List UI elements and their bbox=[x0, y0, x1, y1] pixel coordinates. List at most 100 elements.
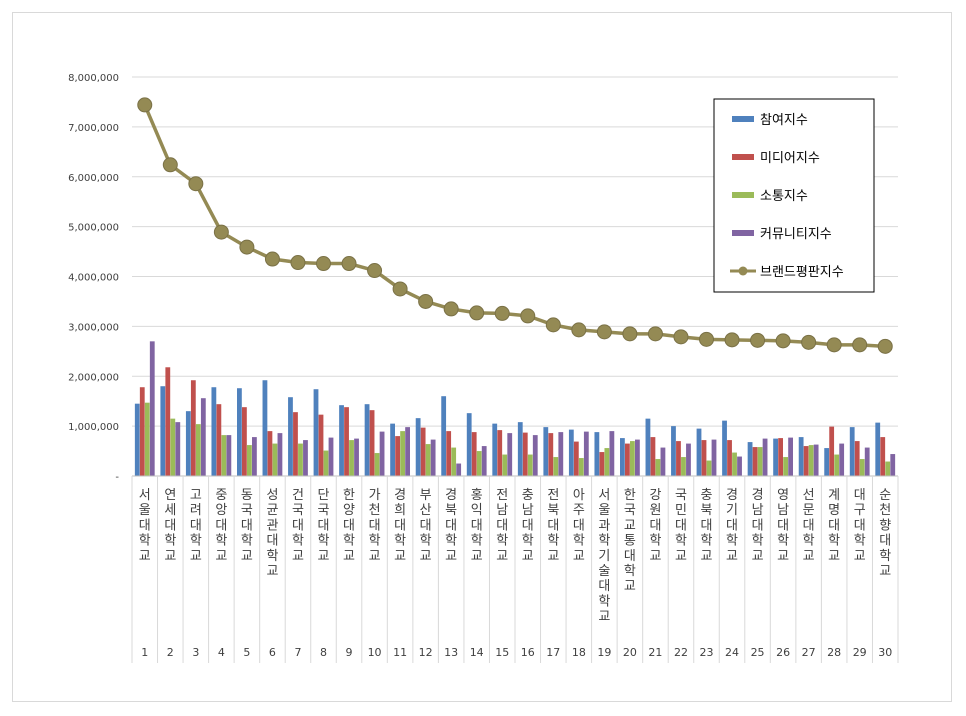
bar-3 bbox=[298, 443, 303, 476]
bar-3 bbox=[476, 451, 482, 476]
line-point bbox=[699, 331, 714, 347]
legend-swatch bbox=[732, 192, 754, 198]
bar-1 bbox=[390, 423, 395, 476]
rank-label: 22 bbox=[674, 646, 688, 659]
rank-label: 29 bbox=[853, 646, 867, 659]
bar-1 bbox=[364, 404, 370, 476]
rank-label: 23 bbox=[700, 646, 714, 659]
bar-1 bbox=[185, 411, 191, 476]
bar-3 bbox=[451, 447, 457, 476]
bar-2 bbox=[752, 447, 758, 476]
bar-4 bbox=[277, 433, 283, 476]
bar-2 bbox=[395, 436, 400, 476]
y-tick-label: 7,000,000 bbox=[68, 123, 119, 134]
bar-3 bbox=[783, 457, 788, 476]
bar-1 bbox=[798, 437, 804, 476]
bar-2 bbox=[471, 432, 477, 476]
bar-1 bbox=[722, 420, 727, 476]
bar-2 bbox=[625, 443, 630, 476]
bar-4 bbox=[405, 427, 410, 476]
bar-4 bbox=[430, 439, 436, 476]
bar-2 bbox=[829, 426, 835, 476]
bar-3 bbox=[195, 424, 201, 476]
bar-4 bbox=[149, 341, 155, 476]
bar-4 bbox=[660, 447, 666, 476]
bar-1 bbox=[441, 396, 447, 476]
y-tick-label: 5,000,000 bbox=[68, 223, 119, 234]
bar-series bbox=[134, 341, 896, 476]
y-tick-label: 4,000,000 bbox=[68, 273, 119, 284]
bar-4 bbox=[558, 432, 564, 476]
bar-1 bbox=[211, 387, 217, 476]
line-point bbox=[392, 281, 408, 297]
bar-4 bbox=[609, 431, 615, 476]
bar-2 bbox=[344, 407, 349, 476]
bar-2 bbox=[369, 410, 375, 476]
bar-3 bbox=[553, 457, 559, 476]
bar-4 bbox=[354, 438, 359, 476]
rank-label: 16 bbox=[521, 646, 535, 659]
line-point bbox=[596, 324, 612, 340]
rank-label: 21 bbox=[648, 646, 662, 659]
line-point bbox=[239, 239, 255, 255]
rank-label: 9 bbox=[346, 646, 353, 659]
bar-3 bbox=[604, 448, 610, 476]
bar-1 bbox=[594, 432, 600, 476]
bar-1 bbox=[543, 427, 549, 476]
bar-4 bbox=[303, 440, 308, 476]
bar-2 bbox=[880, 437, 886, 476]
rank-label: 18 bbox=[572, 646, 586, 659]
bar-4 bbox=[864, 447, 870, 476]
bar-4 bbox=[456, 463, 462, 476]
brand-reputation-chart: - 1,000,000 2,000,000 3,000,000 4,000,000 5,0… bbox=[68, 73, 899, 663]
bar-3 bbox=[655, 459, 661, 476]
bar-4 bbox=[813, 444, 819, 476]
bar-3 bbox=[757, 447, 763, 476]
line-point bbox=[162, 157, 178, 173]
bar-4 bbox=[175, 422, 181, 476]
y-tick-label: 2,000,000 bbox=[68, 372, 119, 383]
bar-3 bbox=[272, 443, 278, 476]
rank-label: 7 bbox=[294, 646, 301, 659]
bar-4 bbox=[481, 446, 487, 476]
bar-2 bbox=[676, 441, 681, 476]
bar-2 bbox=[165, 367, 171, 476]
rank-label: 6 bbox=[269, 646, 276, 659]
line-point bbox=[290, 255, 306, 271]
bar-1 bbox=[134, 403, 140, 476]
line-point bbox=[647, 326, 663, 342]
line-point bbox=[443, 301, 459, 317]
line-point bbox=[188, 176, 204, 192]
bar-3 bbox=[630, 441, 635, 476]
bar-1 bbox=[339, 405, 344, 476]
bar-2 bbox=[420, 427, 426, 476]
line-point bbox=[469, 305, 485, 321]
rank-label: 15 bbox=[495, 646, 509, 659]
rank-label: 11 bbox=[393, 646, 407, 659]
rank-label: 3 bbox=[192, 646, 199, 659]
line-point bbox=[418, 293, 434, 309]
bar-4 bbox=[890, 454, 896, 476]
rank-label: 12 bbox=[419, 646, 433, 659]
bar-1 bbox=[568, 429, 574, 476]
bar-3 bbox=[400, 431, 405, 476]
bar-2 bbox=[242, 407, 247, 476]
rank-label: 27 bbox=[802, 646, 816, 659]
rank-label: 20 bbox=[623, 646, 637, 659]
bar-2 bbox=[446, 431, 452, 476]
bar-3 bbox=[374, 453, 380, 476]
bar-3 bbox=[681, 457, 686, 476]
